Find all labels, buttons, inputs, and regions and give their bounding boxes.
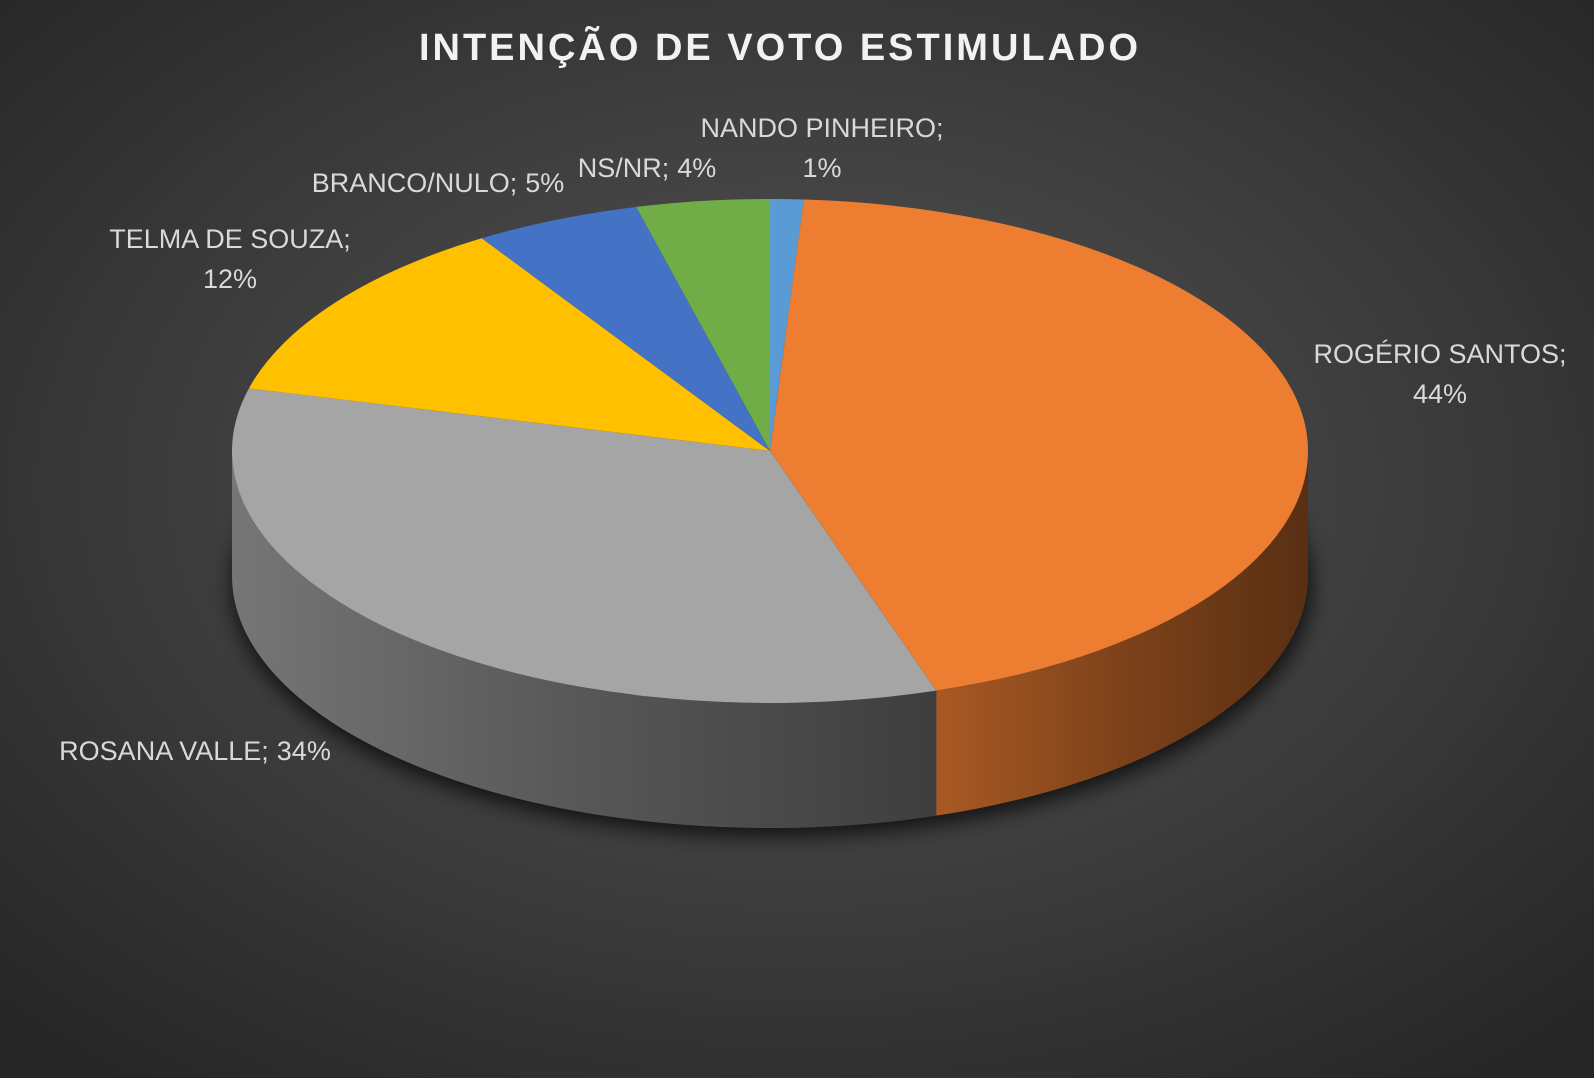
label-value: 4% xyxy=(677,153,716,183)
slice-side-shade xyxy=(936,451,1308,816)
label-category: NS/NR xyxy=(578,153,662,183)
data-label: TELMA DE SOUZA; 12% xyxy=(109,224,351,294)
label-separator: ; xyxy=(261,736,269,766)
slice-side-shade xyxy=(232,451,937,828)
label-category: NANDO PINHEIRO xyxy=(700,113,936,143)
label-value: 5% xyxy=(525,168,564,198)
label-separator: ; xyxy=(343,224,351,254)
label-value: 12% xyxy=(203,264,257,294)
data-label: ROGÉRIO SANTOS; 44% xyxy=(1313,339,1566,409)
label-separator: ; xyxy=(662,153,670,183)
label-separator: ; xyxy=(510,168,518,198)
label-category: TELMA DE SOUZA xyxy=(109,224,343,254)
pie-tops xyxy=(231,199,1309,704)
label-value: 1% xyxy=(802,153,841,183)
slice xyxy=(481,206,770,451)
data-label: NANDO PINHEIRO; 1% xyxy=(700,113,943,183)
label-separator: ; xyxy=(1559,339,1567,369)
data-label: BRANCO/NULO; 5% xyxy=(312,168,565,198)
label-category: ROSANA VALLE xyxy=(59,736,261,766)
slice xyxy=(248,238,771,451)
label-category: ROGÉRIO SANTOS xyxy=(1313,339,1559,369)
slice xyxy=(231,388,937,704)
chart-title: INTENÇÃO DE VOTO ESTIMULADO xyxy=(419,25,1141,69)
label-separator: ; xyxy=(936,113,944,143)
slice xyxy=(636,199,770,451)
data-label: ROSANA VALLE; 34% xyxy=(59,736,331,766)
slice xyxy=(770,199,804,451)
slice xyxy=(770,199,1309,691)
label-value: 34% xyxy=(277,736,331,766)
label-category: BRANCO/NULO xyxy=(312,168,510,198)
data-labels: NANDO PINHEIRO; 1% ROGÉRIO SANTOS; 44% ROSAN… xyxy=(59,113,1566,766)
pie-sides xyxy=(232,451,1308,828)
data-label: NS/NR; 4% xyxy=(578,153,717,183)
label-value: 44% xyxy=(1413,379,1467,409)
